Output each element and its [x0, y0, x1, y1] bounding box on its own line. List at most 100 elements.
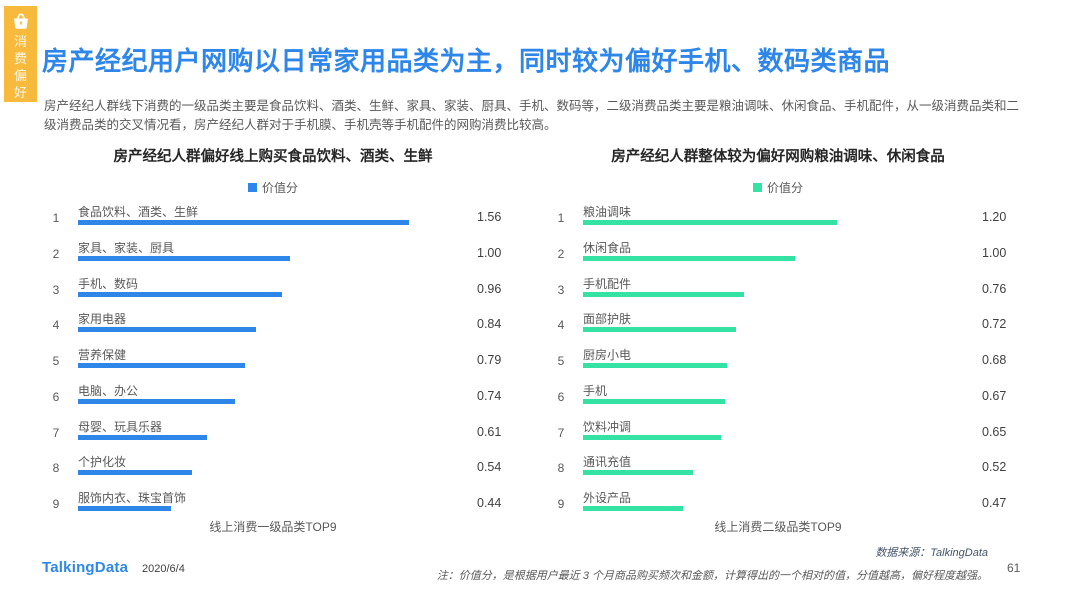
- category-label: 粮油调味: [583, 205, 632, 219]
- category-label: 母婴、玩具乐器: [78, 419, 163, 434]
- value-bar: [583, 470, 693, 476]
- value-bar: [583, 434, 721, 440]
- rank-label: 9: [557, 497, 565, 511]
- rank-label: 5: [52, 354, 60, 368]
- chart-row: 2 家具、家装、厨具 1.00: [40, 239, 506, 275]
- category-label: 食品饮料、酒类、生鲜: [78, 205, 199, 219]
- chart-row: 1 粮油调味 1.20: [545, 203, 1011, 239]
- value-bar: [583, 327, 736, 333]
- chart-title: 房产经纪人群整体较为偏好网购粮油调味、休闲食品: [611, 149, 945, 165]
- value-label: 1.00: [982, 245, 1007, 260]
- report-date: 2020/6/4: [142, 563, 185, 575]
- section-tab-consumption-preference: 消费偏好: [4, 6, 37, 102]
- value-bar: [78, 255, 290, 261]
- chart-row: 6 电脑、办公 0.74: [40, 382, 506, 418]
- chart-row: 5 厨房小电 0.68: [545, 346, 1011, 382]
- rank-label: 3: [52, 282, 60, 297]
- legend-swatch: [247, 183, 257, 192]
- chart-row: 6 手机 0.67: [545, 382, 1011, 418]
- rank-label: 8: [557, 461, 565, 476]
- rank-label: 9: [52, 497, 60, 511]
- value-bar: [583, 291, 744, 297]
- category-label: 个护化妆: [78, 455, 127, 470]
- talkingdata-logo: TalkingData: [42, 559, 129, 576]
- footnote: 注：价值分，是根据用户最近 3 个月商品购买频次和金额，计算得出的一个相对的值，…: [436, 570, 988, 582]
- legend-swatch: [752, 183, 762, 192]
- chart-row: 8 个护化妆 0.54: [40, 453, 506, 489]
- rank-label: 6: [52, 389, 60, 404]
- chart-legend: 价值分: [545, 179, 1011, 196]
- value-label: 0.52: [982, 460, 1007, 475]
- category-label: 饮料冲调: [583, 419, 632, 434]
- value-bar: [583, 398, 725, 404]
- rank-label: 8: [52, 461, 60, 476]
- value-bar: [583, 506, 683, 511]
- basket-icon: [13, 13, 28, 29]
- category-label: 家用电器: [78, 312, 127, 327]
- chart-caption: 线上消费二级品类TOP9: [714, 520, 842, 534]
- chart-row: 3 手机配件 0.76: [545, 275, 1011, 311]
- rank-label: 4: [557, 318, 565, 333]
- category-label: 手机、数码: [78, 276, 139, 291]
- value-bar: [78, 470, 192, 476]
- value-bar: [78, 291, 282, 297]
- page-number: 61: [1007, 561, 1021, 575]
- value-label: 1.00: [477, 245, 502, 260]
- rank-label: 6: [557, 389, 565, 404]
- category-label: 面部护肤: [583, 312, 632, 327]
- chart-row: 4 面部护肤 0.72: [545, 310, 1011, 346]
- chart-legend: 价值分: [40, 179, 506, 196]
- chart-rows: 1 粮油调味 1.20 2 休闲食品 1.00 3 手机配件 0.76 4 面部护肤 0.72 5 厨房小…: [545, 203, 1011, 525]
- category-label: 厨房小电: [583, 348, 632, 362]
- chart-row: 4 家用电器 0.84: [40, 310, 506, 346]
- value-label: 0.65: [982, 424, 1007, 439]
- category-label: 营养保健: [78, 348, 127, 362]
- rank-label: 7: [52, 425, 60, 440]
- value-label: 0.47: [982, 496, 1007, 510]
- chart-row: 3 手机、数码 0.96: [40, 275, 506, 311]
- category-label: 服饰内衣、珠宝首饰: [78, 491, 187, 505]
- category-label: 家具、家装、厨具: [78, 240, 175, 255]
- chart-secondary-categories: 房产经纪人群整体较为偏好网购粮油调味、休闲食品 价值分 1 粮油调味 1.20 2 休闲…: [545, 145, 1011, 549]
- value-label: 0.54: [477, 460, 502, 475]
- chart-rows: 1 食品饮料、酒类、生鲜 1.56 2 家具、家装、厨具 1.00 3 手机、数码 0.96 4 家…: [40, 203, 506, 525]
- value-label: 0.61: [477, 424, 502, 439]
- value-bar: [78, 398, 235, 404]
- value-label: 0.76: [982, 281, 1007, 296]
- chart-row: 1 食品饮料、酒类、生鲜 1.56: [40, 203, 506, 239]
- category-label: 通讯充值: [583, 455, 632, 470]
- value-label: 0.96: [477, 281, 502, 296]
- chart-primary-categories: 房产经纪人群偏好线上购买食品饮料、酒类、生鲜 价值分 1 食品饮料、酒类、生鲜 1.…: [40, 145, 506, 549]
- chart-row: 8 通讯充值 0.52: [545, 453, 1011, 489]
- chart-title: 房产经纪人群偏好线上购买食品饮料、酒类、生鲜: [113, 149, 433, 165]
- category-label: 手机配件: [583, 276, 632, 291]
- category-label: 休闲食品: [583, 240, 632, 255]
- value-label: 0.68: [982, 353, 1007, 367]
- chart-row: 9 外设产品 0.47: [545, 489, 1011, 525]
- value-bar: [78, 506, 171, 511]
- rank-label: 1: [52, 211, 60, 225]
- chart-row: 9 服饰内衣、珠宝首饰 0.44: [40, 489, 506, 525]
- rank-label: 3: [557, 282, 565, 297]
- section-tab-label: 消费偏好: [13, 34, 27, 100]
- value-bar: [78, 220, 409, 225]
- chart-row: 7 饮料冲调 0.65: [545, 418, 1011, 454]
- rank-label: 2: [52, 246, 60, 261]
- page-title: 房产经纪用户网购以日常家用品类为主，同时较为偏好手机、数码类商品: [42, 46, 891, 76]
- legend-label: 价值分: [261, 181, 298, 195]
- chart-row: 7 母婴、玩具乐器 0.61: [40, 418, 506, 454]
- legend-label: 价值分: [766, 181, 803, 195]
- value-bar: [583, 220, 837, 225]
- rank-label: 1: [557, 211, 565, 225]
- rank-label: 2: [557, 246, 565, 261]
- value-label: 1.56: [477, 210, 502, 224]
- value-bar: [583, 255, 795, 261]
- value-label: 0.79: [477, 353, 502, 367]
- value-label: 0.84: [477, 317, 502, 332]
- category-label: 外设产品: [583, 491, 632, 505]
- intro-paragraph: 房产经纪人群线下消费的一级品类主要是食品饮料、酒类、生鲜、家具、家装、厨具、手机…: [44, 99, 1020, 132]
- category-label: 电脑、办公: [78, 383, 139, 398]
- value-bar: [78, 363, 245, 368]
- rank-label: 7: [557, 425, 565, 440]
- value-label: 0.72: [982, 317, 1007, 332]
